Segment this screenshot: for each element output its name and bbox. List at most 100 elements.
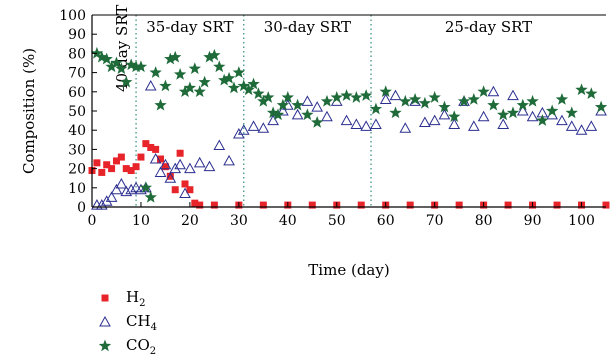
data-point xyxy=(340,114,353,126)
y-tick-label: 20 xyxy=(68,162,86,178)
data-point xyxy=(127,167,135,175)
x-tick-label: 60 xyxy=(377,213,395,229)
phase-label: 30-day SRT xyxy=(264,18,351,36)
data-point xyxy=(516,104,529,116)
data-point xyxy=(585,87,598,99)
data-point xyxy=(389,106,402,119)
data-point xyxy=(370,118,382,129)
legend-marker xyxy=(98,339,112,352)
data-point xyxy=(259,201,267,209)
data-point xyxy=(504,201,512,209)
legend-marker-square xyxy=(94,290,116,306)
data-point xyxy=(267,114,279,126)
data-point xyxy=(438,100,451,113)
y-tick-label: 80 xyxy=(68,46,86,62)
data-point xyxy=(139,181,153,194)
data-point xyxy=(350,91,363,103)
data-point xyxy=(369,102,383,115)
data-point xyxy=(406,201,414,209)
data-point xyxy=(176,149,184,157)
data-point xyxy=(174,158,186,170)
data-point xyxy=(477,110,490,122)
x-axis-title: Time (day) xyxy=(308,261,389,279)
data-point xyxy=(110,183,123,195)
data-point xyxy=(257,122,270,133)
data-point xyxy=(516,98,529,111)
data-point xyxy=(157,155,165,163)
composition-chart: 40-day SRT 35-day SRT 30-day SRT 25-day SRT… xyxy=(20,5,610,279)
data-point xyxy=(438,108,451,120)
y-tick-label: 100 xyxy=(59,8,86,24)
data-point xyxy=(166,172,174,180)
data-point xyxy=(399,94,412,107)
data-point xyxy=(112,157,120,165)
y-tick-label: 0 xyxy=(77,200,86,216)
data-point xyxy=(181,180,189,188)
data-point xyxy=(448,110,461,123)
data-point xyxy=(321,110,333,122)
data-point xyxy=(455,201,463,209)
data-point xyxy=(134,60,148,73)
data-point xyxy=(154,98,167,111)
data-point xyxy=(399,122,412,133)
data-point xyxy=(142,140,150,148)
data-point xyxy=(357,201,365,209)
data-point xyxy=(149,152,162,164)
x-tick-label: 50 xyxy=(328,213,346,229)
data-point xyxy=(213,139,226,151)
data-point xyxy=(350,118,363,129)
data-point xyxy=(122,165,130,173)
data-point xyxy=(171,186,179,194)
data-point xyxy=(271,108,285,121)
data-point xyxy=(262,91,275,103)
data-point xyxy=(120,185,133,197)
data-point xyxy=(301,95,314,106)
data-point xyxy=(602,201,610,209)
data-point xyxy=(98,168,106,176)
data-point xyxy=(555,92,569,105)
data-point xyxy=(594,100,608,113)
data-point xyxy=(575,124,588,135)
data-point xyxy=(291,98,304,111)
data-point xyxy=(507,89,519,101)
data-point xyxy=(565,106,578,119)
x-tick-label: 40 xyxy=(279,213,297,229)
data-point xyxy=(152,145,160,153)
legend-label: H2 xyxy=(126,287,146,309)
data-point xyxy=(506,106,520,119)
legend-marker-triangle xyxy=(94,314,116,330)
data-point xyxy=(467,92,481,105)
data-point xyxy=(90,46,104,59)
y-tick-label: 60 xyxy=(68,85,86,101)
data-point xyxy=(526,94,539,107)
x-tick-label: 0 xyxy=(88,213,97,229)
data-point xyxy=(227,81,241,94)
data-point xyxy=(237,124,250,135)
y-tick-label: 70 xyxy=(68,66,86,82)
data-point xyxy=(545,104,559,117)
data-point xyxy=(223,154,235,166)
data-point xyxy=(144,80,157,91)
data-point xyxy=(340,89,353,101)
data-point xyxy=(281,91,294,103)
data-point xyxy=(144,190,157,203)
data-point xyxy=(311,116,324,128)
legend-label: CO2 xyxy=(126,335,157,357)
data-point xyxy=(147,143,155,151)
data-point xyxy=(117,153,125,161)
series-h2 xyxy=(88,140,610,209)
data-point xyxy=(553,201,561,209)
data-point xyxy=(184,162,196,174)
data-point xyxy=(159,158,172,170)
data-point xyxy=(359,89,373,101)
data-point xyxy=(565,120,578,131)
data-point xyxy=(203,50,216,63)
data-point xyxy=(179,187,191,199)
data-point xyxy=(169,162,182,174)
data-point xyxy=(159,79,172,92)
data-point xyxy=(95,50,108,63)
legend-entry: CH4 xyxy=(94,310,157,334)
data-point xyxy=(222,71,236,84)
y-tick-label: 40 xyxy=(68,123,86,139)
data-point xyxy=(301,108,314,121)
